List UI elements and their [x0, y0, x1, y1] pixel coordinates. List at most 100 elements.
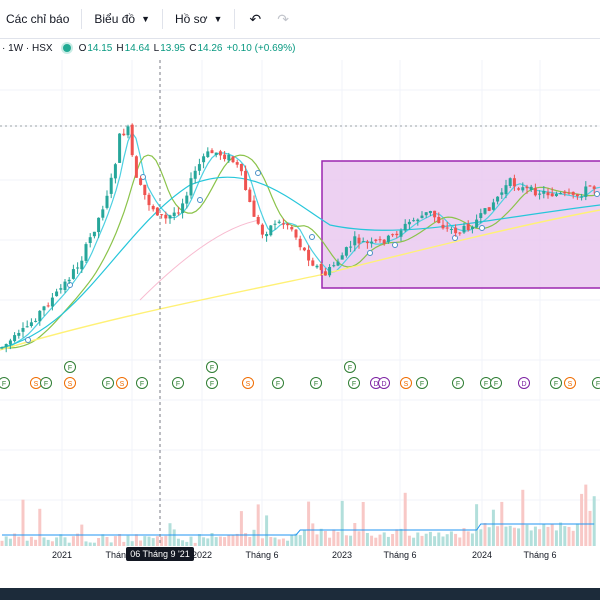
candle-body [231, 156, 235, 163]
volume-bar [189, 536, 193, 546]
indicators-button[interactable]: Các chỉ báo [0, 7, 75, 31]
chart-menu-button[interactable]: Biểu đồ ▼ [88, 7, 156, 31]
time-axis-label: Tháng 6 [523, 550, 556, 560]
candle-body [134, 156, 138, 178]
volume-bar [176, 538, 180, 546]
candle-body [214, 152, 218, 155]
os-taskbar [0, 588, 600, 600]
candle-body [244, 170, 248, 190]
volume-bar [269, 537, 273, 546]
candle-body [252, 200, 256, 217]
open-value: O14.15 [78, 42, 113, 54]
redo-icon[interactable]: ↷ [277, 10, 289, 27]
candle-body [353, 236, 357, 246]
volume-bar [134, 534, 138, 546]
event-label: S [120, 381, 125, 388]
event-marker: F [40, 377, 52, 389]
candle-body [105, 195, 109, 208]
volume-bar [365, 533, 369, 546]
candle-body [160, 214, 164, 216]
candle-body [109, 177, 113, 194]
volume-bar [126, 535, 130, 546]
candle-body [500, 192, 504, 195]
candle-body [202, 156, 206, 163]
ma-mid-line [0, 154, 600, 349]
volume-bar [88, 542, 92, 546]
volume-bar [147, 536, 151, 546]
toolbar-divider [234, 9, 236, 29]
candle-body [197, 164, 201, 171]
volume-bar [151, 538, 155, 546]
event-markers: F S F S F S F F F S F F F D D S F F F F D F S FF F F [0, 361, 600, 389]
candle-body [462, 225, 466, 233]
candle-body [147, 194, 151, 206]
volume-bar [21, 499, 25, 546]
volume-bar [580, 493, 584, 546]
volume-bar [508, 525, 512, 546]
candle-body [260, 224, 264, 235]
candle-body [529, 186, 533, 190]
volume-bar [25, 540, 29, 546]
time-axis-label: 2024 [472, 550, 492, 560]
candle-body [391, 234, 395, 236]
volume-bar [382, 532, 386, 546]
candle-body [25, 326, 29, 328]
candle-body [227, 154, 231, 161]
top-toolbar: Các chỉ báo Biểu đồ ▼ Hồ sơ ▼ ↶ ↷ [0, 0, 600, 39]
volume-bar [533, 526, 537, 546]
candle-body [97, 217, 101, 233]
volume-bar [550, 523, 554, 546]
crosshair-date-badge [126, 547, 194, 561]
event-label: D [373, 381, 378, 388]
candle-body [8, 340, 12, 345]
event-marker: F [348, 377, 360, 389]
volume-bar [525, 524, 529, 546]
candle-body [118, 133, 122, 163]
volume-bar [517, 528, 521, 546]
cross-point [594, 191, 600, 197]
low-value: L13.95 [153, 42, 186, 54]
event-marker: S [64, 377, 76, 389]
candle-body [29, 322, 33, 326]
candle-body [454, 227, 458, 234]
candle-body [424, 212, 428, 216]
candle-body [533, 188, 537, 196]
cross-point [197, 197, 203, 203]
volume-bar [252, 529, 256, 546]
candle-body [176, 212, 180, 214]
undo-icon[interactable]: ↶ [249, 10, 262, 27]
candle-body [575, 194, 579, 197]
cross-point [67, 282, 73, 288]
chart-grid [0, 60, 600, 546]
volume-bar [361, 502, 365, 546]
profile-menu-button[interactable]: Hồ sơ ▼ [169, 7, 228, 31]
event-marker: S [30, 377, 42, 389]
volume-bar [412, 537, 416, 546]
event-label: F [494, 381, 498, 388]
volume-bar [542, 524, 546, 546]
event-label: F [420, 381, 424, 388]
event-label: F [106, 381, 110, 388]
event-circle [64, 377, 76, 389]
volume-bar [424, 533, 428, 546]
volume-bar [92, 542, 96, 546]
volume-bar [323, 531, 327, 546]
volume-bar [164, 535, 168, 546]
candle-body [256, 217, 260, 224]
candle-body [92, 231, 96, 237]
candle-body [143, 184, 147, 195]
candle-body [269, 225, 273, 236]
volume-bar [433, 536, 437, 546]
event-circle [490, 377, 502, 389]
volume-bar [462, 528, 466, 546]
symbol-label[interactable]: · 1W · HSX [2, 42, 53, 54]
volume-bar [239, 511, 243, 546]
volume-bar [584, 484, 588, 546]
volume-bar [84, 541, 88, 546]
volume-bar [227, 534, 231, 546]
volume-bar [197, 534, 201, 546]
volume-bar [101, 534, 105, 546]
candle-body [172, 212, 176, 216]
candle-body [336, 261, 340, 266]
